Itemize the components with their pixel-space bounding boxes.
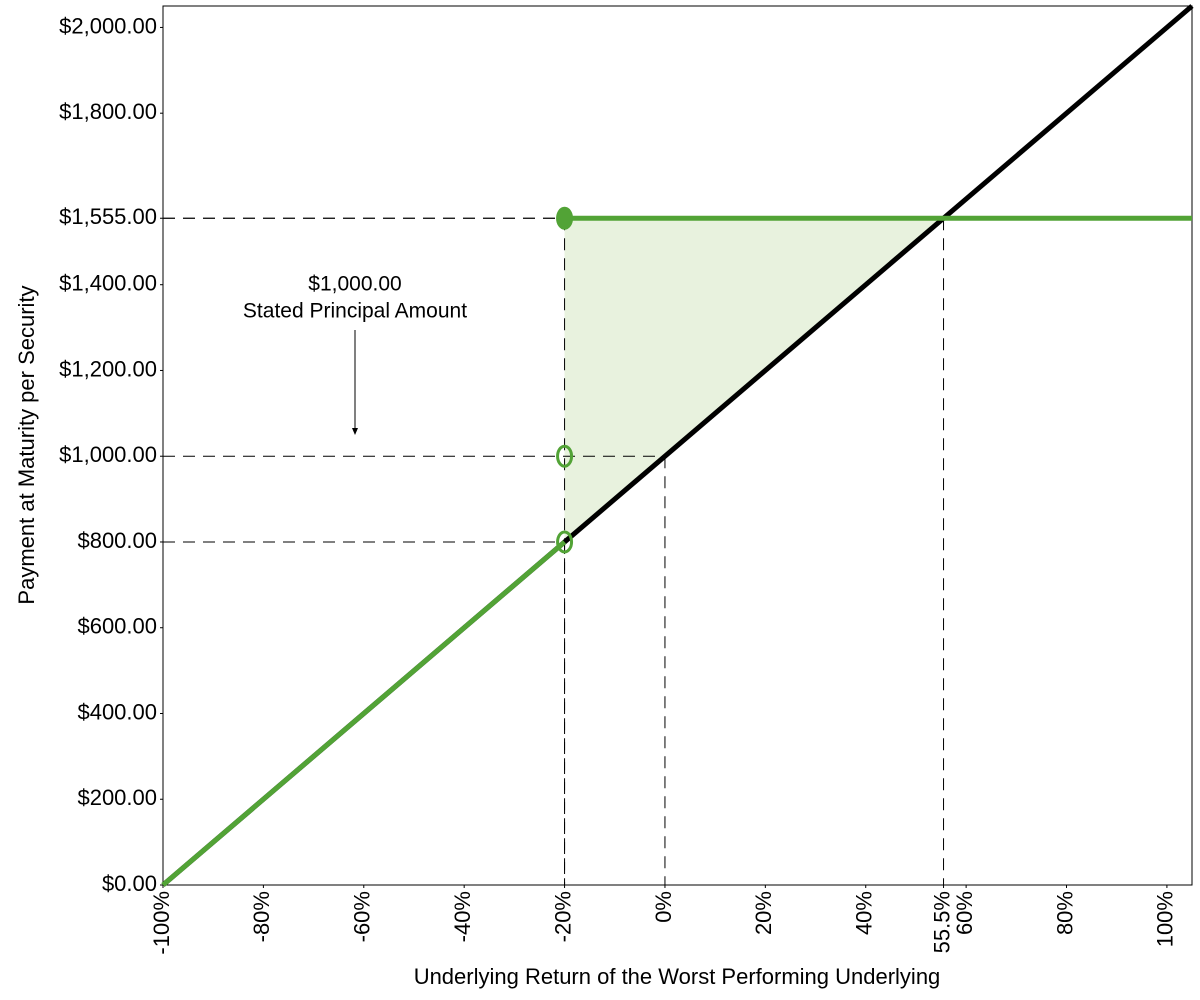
x-tick-label: -40% [450, 891, 475, 942]
y-tick-label: $2,000.00 [59, 13, 157, 38]
plot-frame [162, 5, 1193, 886]
filled-marker [556, 206, 574, 230]
x-tick-label: 20% [751, 891, 776, 935]
x-tick-label: 40% [852, 891, 877, 935]
y-tick-label: $1,800.00 [59, 99, 157, 124]
x-tick-label: -60% [350, 891, 375, 942]
x-tick-label: 80% [1052, 891, 1077, 935]
y-axis-label: Payment at Maturity per Security [14, 285, 39, 604]
y-tick-label: $400.00 [77, 699, 157, 724]
y-tick-label: $0.00 [102, 871, 157, 896]
x-tick-label: 60% [952, 891, 977, 935]
x-tick-label: -80% [249, 891, 274, 942]
y-tick-label: $800.00 [77, 528, 157, 553]
x-axis-label: Underlying Return of the Worst Performin… [414, 964, 941, 989]
open-marker [556, 530, 574, 554]
y-tick-label: $1,000.00 [59, 442, 157, 467]
x-tick-label: -20% [550, 891, 575, 942]
y-tick-label: $1,400.00 [59, 271, 157, 296]
y-tick-label: $600.00 [77, 614, 157, 639]
open-marker [556, 444, 574, 468]
y-tick-label: $1,555.00 [59, 204, 157, 229]
annotation-arrowhead [352, 428, 358, 435]
x-tick-label: -100% [149, 891, 174, 955]
annotation-line: Stated Principal Amount [243, 300, 467, 323]
y-tick-label: $1,200.00 [59, 356, 157, 381]
x-tick-label: 100% [1153, 891, 1178, 947]
x-tick-label: 55.5% [929, 891, 954, 953]
x-tick-label: 0% [651, 891, 676, 923]
line-series [161, 540, 567, 887]
y-tick-label: $200.00 [77, 785, 157, 810]
annotation-line: $1,000.00 [308, 273, 401, 296]
